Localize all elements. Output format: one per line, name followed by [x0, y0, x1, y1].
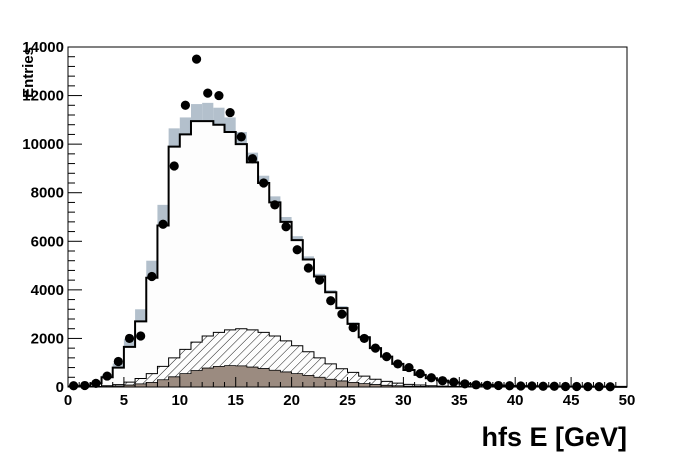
data-point [549, 381, 559, 391]
data-point [314, 275, 325, 285]
data-point [158, 219, 168, 229]
x-tick-label: 25 [339, 392, 356, 409]
x-tick-label: 15 [227, 392, 244, 409]
data-point [180, 100, 190, 110]
data-point [426, 373, 436, 383]
data-point [68, 381, 79, 391]
x-tick-label: 40 [507, 392, 524, 409]
data-point [80, 380, 90, 391]
y-tick-label: 8000 [31, 185, 64, 202]
total-mc-fill [68, 121, 627, 388]
data-point [505, 381, 515, 391]
x-tick-label: 20 [283, 392, 300, 409]
data-point [281, 222, 291, 232]
x-tick-label: 30 [395, 392, 412, 409]
data-point [527, 381, 537, 391]
data-point [270, 200, 280, 210]
y-tick-label: 10000 [22, 136, 64, 153]
data-point [437, 376, 448, 386]
y-axis-ticks: 0 2000 4000 6000 8000 10000 12000 14000 [22, 39, 82, 396]
data-point [124, 333, 135, 344]
data-point [191, 54, 202, 64]
data-point [136, 331, 146, 341]
data-point [203, 88, 213, 98]
data-point [236, 132, 246, 142]
x-axis-ticks: 0 5 10 15 20 25 30 35 40 45 50 [64, 377, 636, 409]
data-point [393, 359, 403, 369]
x-axis-title: hfs E [GeV] [481, 422, 627, 452]
data-point [538, 381, 548, 391]
x-tick-label: 45 [563, 392, 580, 409]
data-point [113, 356, 123, 367]
data-point [404, 362, 414, 373]
data-point [169, 161, 179, 171]
y-tick-label: 14000 [22, 39, 64, 56]
data-point [482, 380, 492, 390]
y-axis-title: Entries [20, 47, 37, 98]
data-point [493, 380, 504, 391]
data-point [259, 178, 269, 188]
y-tick-label: 12000 [22, 88, 64, 105]
x-tick-label: 10 [171, 392, 188, 409]
data-point [337, 309, 347, 319]
data-point [415, 369, 425, 379]
data-point [516, 381, 526, 391]
y-tick-label: 6000 [31, 233, 64, 250]
total-mc-fill-group [68, 121, 627, 388]
data-point [348, 322, 358, 333]
x-tick-label: 5 [120, 392, 128, 409]
data-point [449, 377, 459, 387]
x-tick-label: 50 [619, 392, 636, 409]
data-point [359, 333, 369, 344]
data-point [214, 90, 224, 101]
data-point [460, 379, 470, 389]
data-points-group [68, 54, 615, 392]
data-point [471, 380, 481, 390]
data-point [326, 296, 336, 306]
x-tick-label: 0 [64, 392, 72, 409]
data-point [91, 378, 101, 388]
x-tick-label: 35 [451, 392, 468, 409]
data-point [147, 271, 157, 282]
data-point [247, 154, 258, 164]
y-tick-label: 2000 [31, 330, 64, 347]
data-point [292, 245, 302, 255]
data-point [225, 107, 235, 118]
y-tick-label: 0 [56, 379, 64, 396]
y-tick-label: 4000 [31, 282, 64, 299]
data-point [102, 371, 112, 381]
data-point [303, 263, 313, 273]
data-point [382, 352, 392, 362]
data-point [370, 343, 381, 353]
